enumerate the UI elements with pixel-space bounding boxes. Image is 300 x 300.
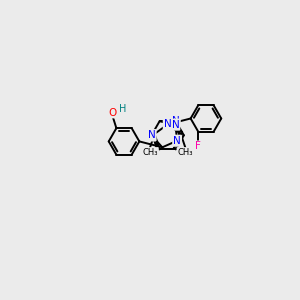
Text: N: N — [148, 130, 155, 140]
Text: N: N — [172, 120, 179, 130]
Text: N: N — [164, 119, 172, 129]
Text: N: N — [148, 130, 155, 140]
Text: N: N — [172, 116, 180, 126]
Text: N: N — [173, 136, 181, 146]
Text: CH₃: CH₃ — [177, 148, 193, 157]
Text: H: H — [118, 104, 126, 114]
Text: F: F — [195, 142, 201, 152]
Text: O: O — [109, 108, 117, 118]
Text: CH₃: CH₃ — [142, 148, 158, 157]
